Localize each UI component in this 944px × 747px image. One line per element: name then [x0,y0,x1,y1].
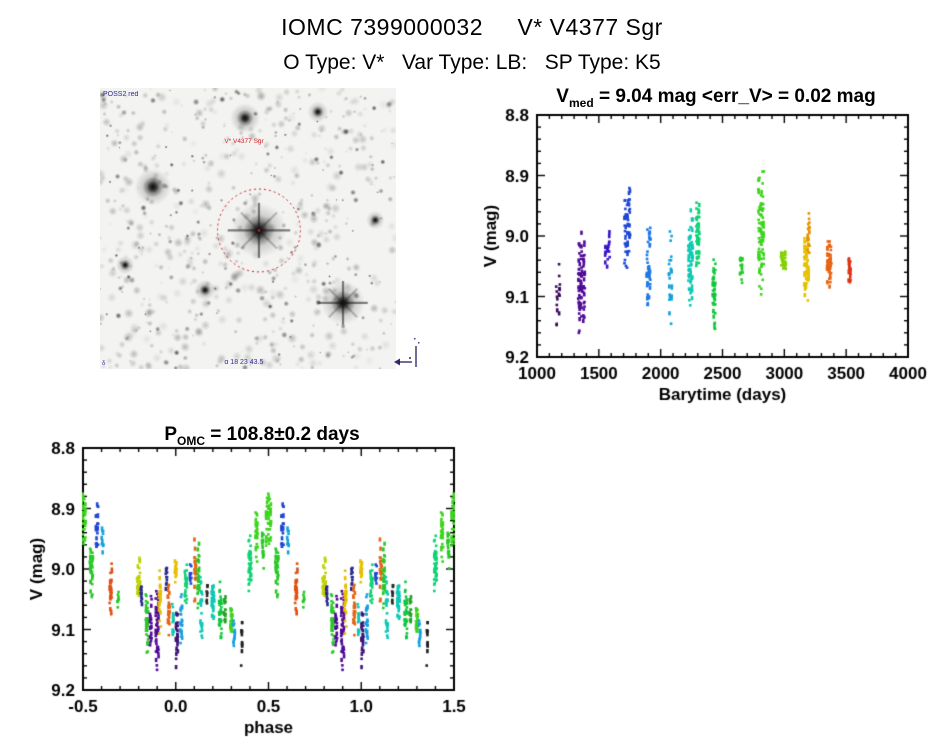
period-symbol: P [164,424,178,445]
period-subscript: OMC [177,433,206,448]
barytime-chart-title: Vmed = 9.04 mag <err_V> = 0.02 mag [524,86,908,110]
survey-label: POSS2 red [103,91,139,98]
star-field-image [100,88,396,369]
phase-plot [28,418,490,747]
vmed-subscript: med [568,95,594,110]
period-value-text: = 108.8±0.2 days [205,424,360,445]
ra-label: α 18 23 43.5 [224,359,264,366]
page-title: IOMC 7399000032 V* V4377 Sgr [281,14,663,40]
dec-label: δ [102,361,106,367]
barytime-plot [482,82,944,412]
phase-chart-title: POMC = 108.8±0.2 days [70,424,454,448]
compass-icon [394,338,420,367]
vmed-value-text: = 9.04 mag <err_V> = 0.02 mag [593,86,876,107]
vmed-symbol: V [556,86,569,107]
phase-chart: POMC = 108.8±0.2 days [28,418,490,747]
finder-chart: POSS2 red V* V4377 Sgr α 18 23 43.5 δ [100,88,396,369]
page-subtitle: O Type: V* Var Type: LB: SP Type: K5 [283,51,661,74]
barytime-chart: Vmed = 9.04 mag <err_V> = 0.02 mag [482,82,944,412]
target-label: V* V4377 Sgr [224,137,264,145]
